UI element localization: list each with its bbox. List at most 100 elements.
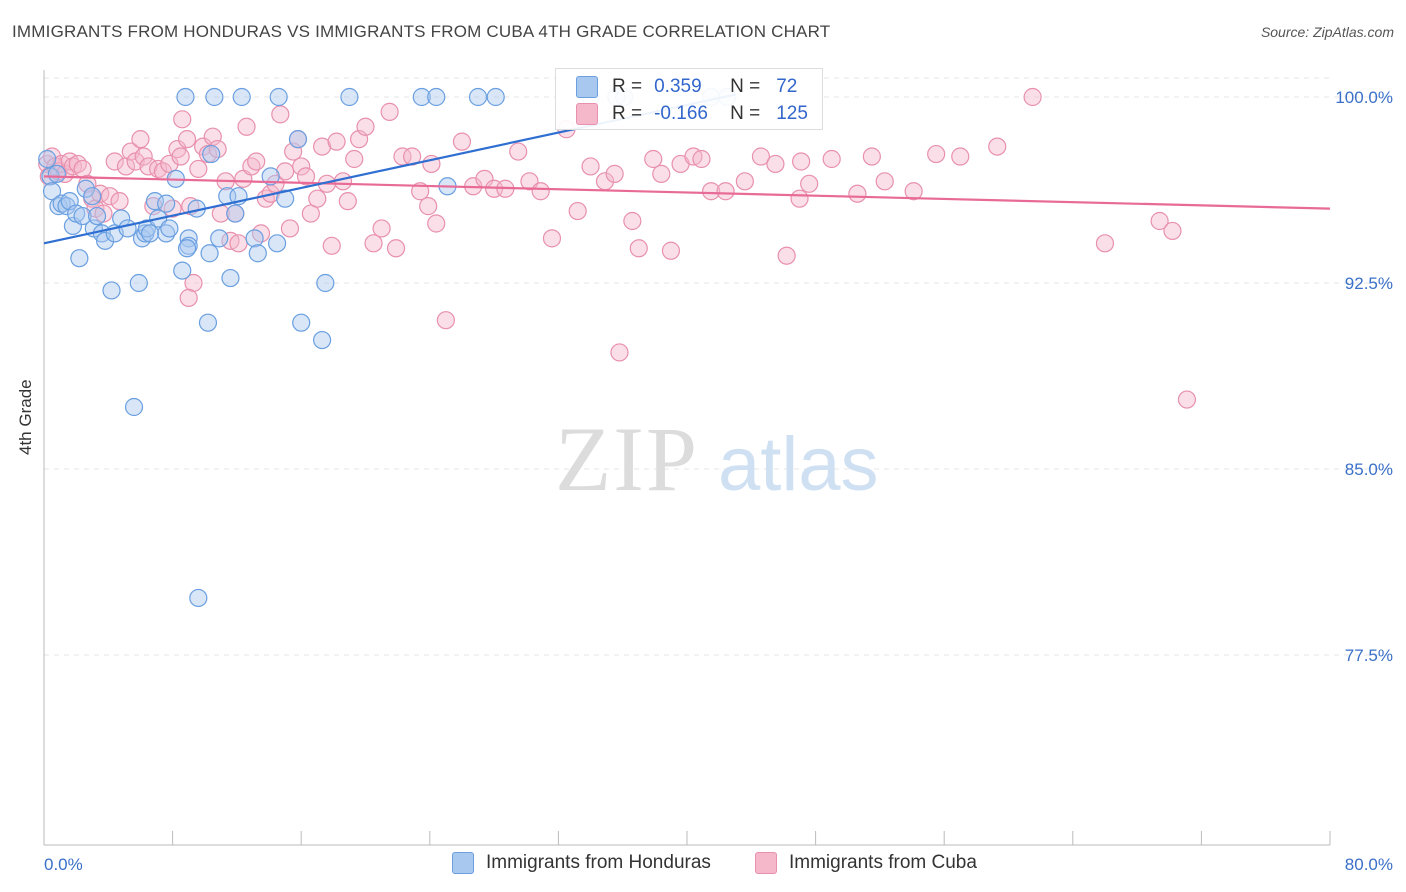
honduras-point: [200, 244, 219, 263]
y-tick-label: 77.5%: [1345, 646, 1393, 665]
cuba-point: [280, 219, 300, 238]
cuba-point: [568, 201, 587, 221]
legend-swatch-cuba: [755, 852, 777, 874]
legend-label-cuba: Immigrants from Cuba: [789, 852, 977, 873]
cuba-point: [356, 117, 375, 136]
honduras-point: [57, 197, 76, 216]
x-tick-label-min: 0.0%: [44, 855, 83, 874]
legend-n-label: N =: [730, 103, 761, 124]
legend-row-honduras: R = 0.359 N = 72: [576, 74, 797, 100]
cuba-point: [800, 174, 819, 193]
cuba-point: [149, 159, 168, 179]
cuba-point: [988, 137, 1007, 156]
cuba-point: [436, 311, 455, 330]
honduras-point: [198, 313, 218, 332]
cuba-point: [1177, 390, 1197, 409]
cuba-point: [581, 157, 600, 176]
cuba-point: [790, 189, 809, 208]
cuba-point: [271, 105, 290, 124]
honduras-point: [70, 249, 89, 268]
cuba-point: [652, 164, 671, 183]
cuba-point: [1095, 234, 1115, 253]
legend-n-value-honduras: 72: [776, 76, 798, 97]
x-tick-label-max: 80.0%: [1345, 855, 1393, 874]
watermark-zip: ZIP: [555, 408, 699, 510]
cuba-point: [322, 236, 341, 255]
cuba-point: [364, 234, 383, 253]
legend-item-cuba[interactable]: Immigrants from Cuba: [755, 852, 977, 874]
honduras-point: [412, 87, 431, 107]
y-tick-label: 85.0%: [1345, 460, 1393, 479]
cuba-point: [105, 152, 124, 171]
honduras-point: [340, 87, 359, 107]
cuba-point: [393, 147, 412, 166]
cuba-point: [229, 234, 248, 253]
y-axis-label: 4th Grade: [16, 379, 35, 455]
chart-title: IMMIGRANTS FROM HONDURAS VS IMMIGRANTS F…: [12, 22, 831, 41]
honduras-point: [129, 273, 148, 293]
cuba-point: [327, 132, 346, 151]
honduras-point: [486, 87, 505, 107]
cuba-point: [605, 164, 624, 183]
cuba-point: [134, 147, 153, 166]
honduras-point: [267, 234, 287, 253]
honduras-point: [176, 87, 195, 107]
cuba-point: [766, 154, 785, 174]
cuba-point: [179, 288, 198, 307]
cuba-point: [171, 147, 190, 166]
legend-row-cuba: R = -0.166 N = 125: [576, 101, 808, 127]
cuba-point: [777, 246, 796, 265]
honduras-point: [87, 206, 107, 226]
cuba-point: [312, 137, 332, 156]
legend-swatch-cuba: [576, 103, 598, 125]
tick-label-layer: 77.5% 85.0% 92.5% 100.0% 0.0% 80.0%: [44, 88, 1393, 874]
cuba-point: [848, 184, 867, 203]
cuba-point: [542, 229, 562, 248]
cuba-point: [531, 182, 550, 201]
cuba-point: [702, 182, 721, 201]
cuba-point: [308, 189, 327, 208]
honduras-point: [189, 588, 208, 608]
honduras-point: [157, 224, 176, 243]
watermark: ZIP atlas: [555, 408, 879, 510]
y-tick-label: 92.5%: [1345, 274, 1393, 293]
cuba-point: [173, 110, 192, 129]
cuba-point: [822, 149, 841, 169]
honduras-point: [288, 130, 308, 149]
honduras-point: [261, 167, 280, 186]
honduras-point: [427, 87, 446, 107]
honduras-point: [292, 313, 311, 332]
cuba-point: [100, 187, 120, 206]
honduras-point: [95, 231, 115, 250]
cuba-point: [716, 182, 735, 201]
legend-n-value-cuba: 125: [776, 103, 808, 124]
honduras-point: [140, 224, 160, 243]
cuba-point: [875, 172, 894, 191]
y-tick-label: 100.0%: [1335, 88, 1393, 107]
cuba-point: [338, 192, 357, 211]
legend-item-honduras[interactable]: Immigrants from Honduras: [452, 852, 711, 874]
honduras-point: [102, 281, 121, 300]
honduras-point: [210, 229, 229, 248]
source-note: Source: ZipAtlas.com: [1260, 24, 1394, 40]
cuba-point: [177, 130, 197, 149]
honduras-point: [202, 144, 221, 164]
honduras-point: [83, 187, 102, 206]
cuba-point: [419, 197, 438, 216]
cuba-point: [927, 144, 946, 164]
cuba-point: [1150, 211, 1169, 231]
honduras-point: [245, 229, 264, 248]
honduras-point: [73, 206, 92, 226]
cuba-trend-line: [43, 175, 1331, 210]
cuba-point: [735, 172, 754, 191]
honduras-point: [468, 87, 488, 107]
cuba-point: [692, 149, 711, 169]
cuba-point: [629, 239, 648, 258]
honduras-point: [316, 273, 335, 293]
cuba-point: [610, 343, 629, 362]
honduras-point: [248, 244, 267, 263]
cuba-point: [427, 214, 446, 233]
cuba-point: [292, 157, 311, 176]
honduras-point: [76, 179, 95, 198]
